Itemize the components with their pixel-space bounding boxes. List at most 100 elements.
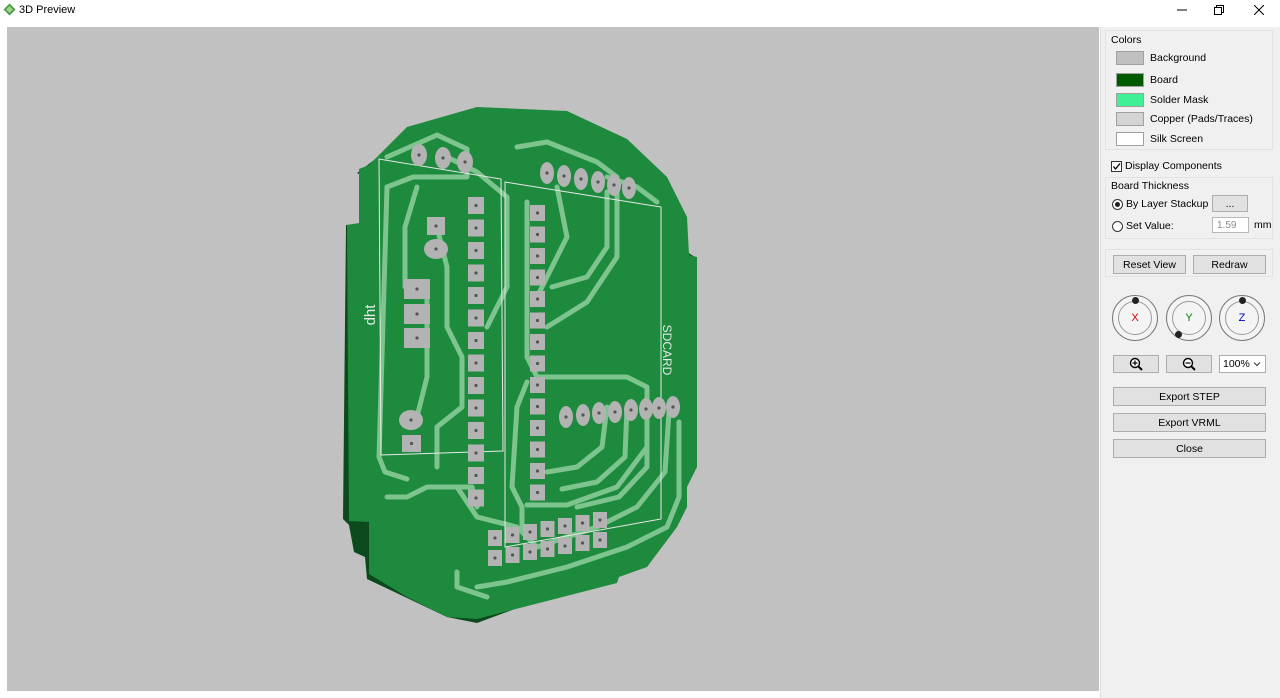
zoom-out-button[interactable] [1166, 355, 1212, 373]
pad-hole [415, 312, 419, 316]
export-vrml-button[interactable]: Export VRML [1113, 413, 1266, 432]
thickness-input[interactable]: 1.59 [1212, 217, 1249, 233]
close-icon [1254, 5, 1264, 15]
pad-hole [597, 411, 601, 415]
z-dial-knob[interactable] [1239, 297, 1246, 304]
x-dial-knob[interactable] [1132, 297, 1139, 304]
pad-hole [535, 297, 540, 301]
x-axis-text: X [1131, 312, 1139, 324]
pad-hole [434, 224, 438, 228]
pad-hole [545, 547, 550, 551]
color-row-copper[interactable]: Copper (Pads/Traces) [1116, 112, 1253, 126]
settings-panel: Colors Background Board Solder Mask Copp… [1100, 27, 1280, 698]
checkbox-box[interactable] [1111, 160, 1122, 172]
colors-group: Colors Background Board Solder Mask Copp… [1105, 30, 1273, 150]
color-row-board[interactable]: Board [1116, 73, 1178, 87]
zoom-in-button[interactable] [1113, 355, 1159, 373]
color-row-background[interactable]: Background [1116, 51, 1206, 65]
restore-button[interactable] [1199, 0, 1239, 20]
pad-hole [415, 336, 419, 340]
pad-hole [535, 340, 540, 344]
thickness-unit: mm [1254, 219, 1272, 231]
color-row-silk-screen[interactable]: Silk Screen [1116, 132, 1203, 146]
color-label: Copper (Pads/Traces) [1150, 113, 1253, 125]
x-axis-label: X [1118, 301, 1152, 335]
pad-hole [474, 406, 478, 410]
pad-hole [474, 203, 478, 208]
pad-hole [409, 418, 413, 422]
rotate-x-dial[interactable]: X [1112, 295, 1158, 341]
color-swatch[interactable] [1116, 73, 1144, 87]
pad-hole [493, 536, 497, 540]
pad-hole [562, 174, 566, 178]
restore-icon [1214, 5, 1224, 15]
display-components-checkbox[interactable]: Display Components [1111, 160, 1222, 172]
radio-indicator[interactable] [1112, 220, 1123, 232]
pad-hole [528, 530, 532, 534]
pad-hole [535, 275, 540, 280]
pad-hole [545, 527, 550, 531]
pad-hole [474, 316, 478, 320]
3d-viewport[interactable]: dht SDCARD [7, 27, 1099, 691]
pad-hole [474, 451, 478, 455]
pad-hole [596, 180, 600, 184]
zoom-value: 100% [1223, 358, 1250, 370]
pad-hole [581, 413, 585, 417]
zoom-out-icon [1182, 357, 1196, 371]
board-thickness-title: Board Thickness [1111, 180, 1190, 192]
pad-hole [415, 287, 419, 291]
pad-hole [563, 544, 567, 548]
pad-hole [493, 556, 497, 560]
color-swatch[interactable] [1116, 51, 1144, 65]
pad-hole [545, 171, 549, 175]
silk-label-sdcard: SDCARD [660, 325, 674, 376]
reset-view-button[interactable]: Reset View [1113, 255, 1186, 274]
title-bar: 3D Preview [0, 0, 1280, 20]
close-window-button[interactable] [1239, 0, 1279, 20]
minimize-button[interactable] [1162, 0, 1202, 20]
pad-hole [580, 521, 585, 525]
close-button[interactable]: Close [1113, 439, 1266, 458]
pad-hole [417, 153, 421, 157]
by-layer-stackup-radio[interactable]: By Layer Stackup [1112, 198, 1208, 210]
rotate-y-dial[interactable]: Y [1166, 295, 1212, 341]
color-row-solder-mask[interactable]: Solder Mask [1116, 93, 1208, 107]
board-thickness-group: Board Thickness By Layer Stackup ... Set… [1105, 177, 1273, 239]
pad-hole [474, 383, 478, 388]
pad-hole [535, 490, 540, 495]
zoom-select[interactable]: 100% [1219, 355, 1266, 373]
colors-title: Colors [1111, 34, 1142, 46]
y-axis-label: Y [1172, 301, 1206, 335]
view-buttons-group [1105, 249, 1273, 277]
pad-hole [474, 248, 478, 253]
color-label: Solder Mask [1150, 94, 1209, 106]
pad-hole [434, 247, 438, 251]
pad-hole [474, 496, 478, 500]
color-swatch[interactable] [1116, 132, 1144, 146]
pad-hole [510, 553, 515, 557]
pad-hole [629, 408, 633, 412]
layer-stackup-button[interactable]: ... [1212, 195, 1248, 212]
y-axis-text: Y [1185, 312, 1193, 324]
bottom-strip [0, 691, 1100, 698]
radio-indicator[interactable] [1112, 198, 1123, 210]
pad-hole [474, 226, 478, 230]
pad-hole [657, 406, 661, 410]
pad-hole [535, 318, 540, 323]
rotate-z-dial[interactable]: Z [1219, 295, 1265, 341]
color-swatch[interactable] [1116, 112, 1144, 126]
set-value-radio[interactable]: Set Value: [1112, 220, 1174, 232]
pad-hole [474, 271, 478, 275]
color-swatch[interactable] [1116, 93, 1144, 107]
pad-hole [598, 518, 602, 522]
checkmark-icon [1112, 162, 1121, 170]
redraw-button[interactable]: Redraw [1193, 255, 1266, 274]
pcb-render: dht SDCARD [343, 107, 697, 623]
z-axis-label: Z [1225, 301, 1259, 335]
app-icon [3, 3, 16, 16]
chevron-down-icon [1253, 362, 1261, 367]
y-dial-knob[interactable] [1175, 331, 1182, 338]
export-step-button[interactable]: Export STEP [1113, 387, 1266, 406]
display-components-label: Display Components [1125, 160, 1222, 172]
by-layer-stackup-label: By Layer Stackup [1126, 198, 1209, 210]
